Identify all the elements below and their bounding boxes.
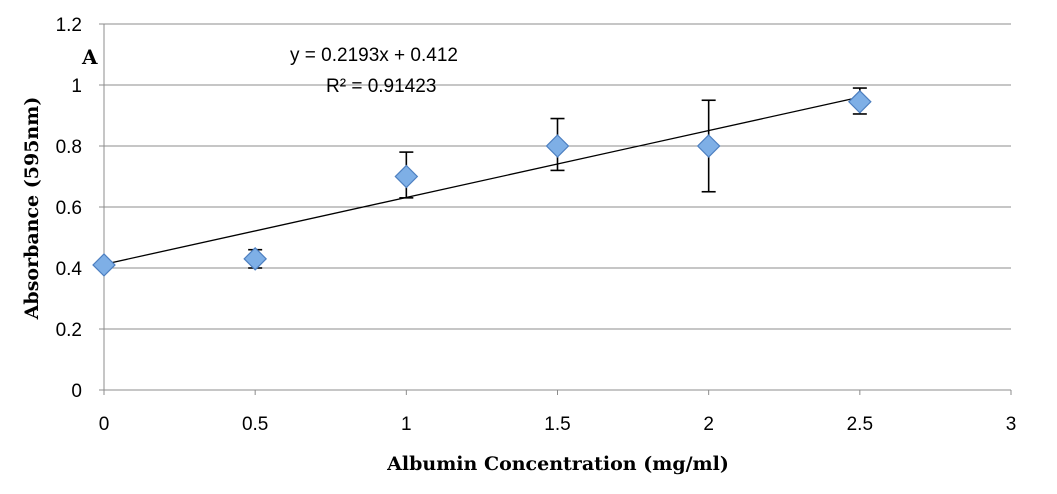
trendline-equation: y = 0.2193x + 0.412 [290,45,458,66]
trendline-group [103,96,860,265]
y-tick-label: 1 [71,76,82,97]
x-tick-label: 0.5 [242,414,268,435]
data-point [696,134,721,158]
data-point [545,134,570,158]
trendline [103,96,860,265]
r-squared-label: R² = 0.91423 [326,76,436,97]
y-axis-title: Absorbance (595nm) [21,97,43,321]
y-tick-label: 0.6 [56,198,82,219]
y-tick-labels: 0 0.2 0.4 0.6 0.8 1 1.2 [56,15,83,402]
data-point [92,253,116,277]
x-tick-label: 0 [99,414,110,435]
data-point [243,247,268,271]
error-bars [97,87,867,269]
x-tick-label: 3 [1006,414,1017,435]
x-tick-label: 2.5 [847,414,873,435]
data-point [394,164,419,189]
panel-label: A [81,45,98,69]
x-tick-label: 2 [703,414,714,435]
grid-lines [104,23,1011,330]
data-point [847,89,872,114]
y-tick-label: 0.2 [56,320,82,341]
y-tick-label: 0.8 [56,137,82,158]
y-tick-label: 1.2 [56,15,82,36]
x-tick-label: 1 [401,414,412,435]
x-axis-title: Albumin Concentration (mg/ml) [386,453,729,475]
axes [99,23,1012,395]
data-points [92,89,872,277]
y-tick-label: 0 [71,381,82,402]
y-tick-label: 0.4 [56,259,83,280]
x-tick-labels: 0 0.5 1 1.5 2 2.5 3 [99,414,1017,435]
x-tick-label: 1.5 [544,414,570,435]
